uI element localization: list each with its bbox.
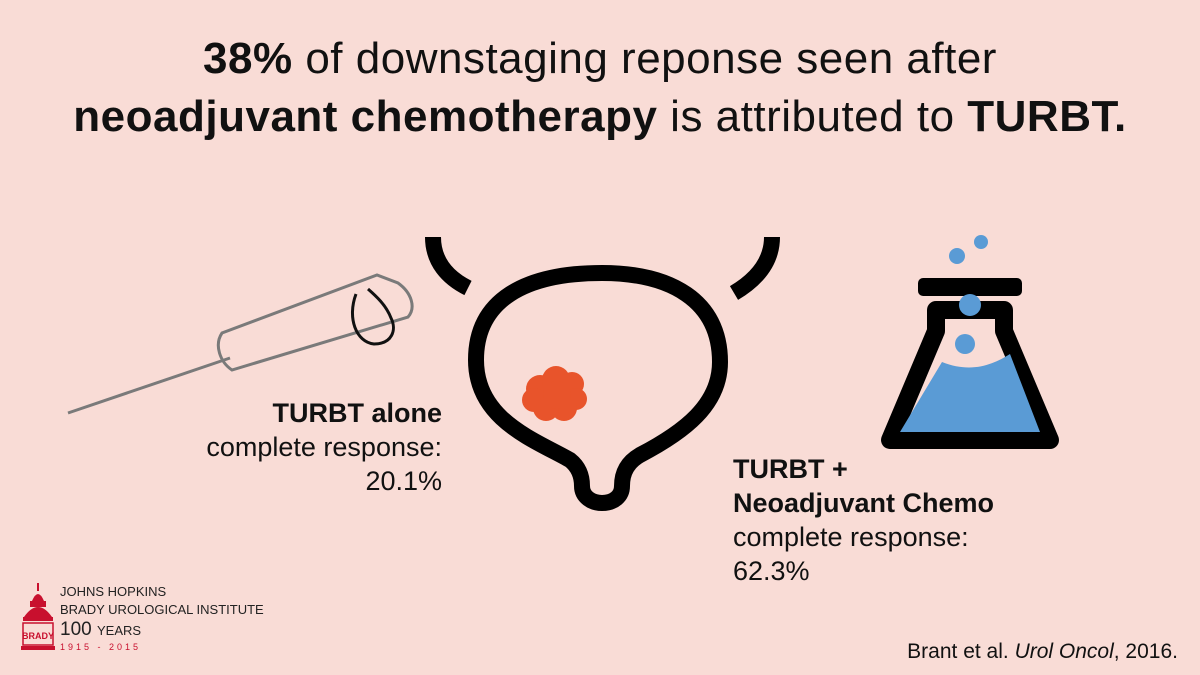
bladder-icon: [425, 236, 780, 512]
turbt-chemo-title-1: TURBT +: [733, 454, 848, 484]
citation-journal: Urol Oncol: [1014, 640, 1114, 663]
tumor-icon: [522, 366, 587, 421]
dome-emblem-icon: BRADY: [21, 583, 55, 650]
resectoscope-icon: [67, 273, 414, 415]
turbt-chemo-title-2: Neoadjuvant Chemo: [733, 488, 995, 518]
headline-line-2: neoadjuvant chemotherapy is attributed t…: [0, 88, 1200, 146]
hopkins-brady-logo: BRADY JOHNS HOPKINS BRADY UROLOGICAL INS…: [20, 583, 264, 653]
emblem-text: BRADY: [22, 631, 54, 641]
logo-years: YEARS: [96, 623, 142, 638]
headline-text-1: of downstaging reponse seen after: [292, 34, 997, 83]
logo-line-2: BRADY UROLOGICAL INSTITUTE: [60, 602, 264, 617]
logo-line-4: 1915 - 2015: [60, 642, 142, 652]
citation-authors: Brant et al.: [907, 640, 1015, 663]
headline-chemo: neoadjuvant chemotherapy: [73, 92, 658, 141]
turbt-alone-title: TURBT alone: [272, 398, 442, 428]
turbt-chemo-label: complete response:: [733, 522, 969, 552]
turbt-alone-label: complete response:: [206, 432, 442, 462]
headline-turbt: TURBT.: [967, 92, 1127, 141]
turbt-chemo-value: 62.3%: [733, 556, 810, 586]
headline-line-1: 38% of downstaging reponse seen after: [0, 30, 1200, 88]
logo-line-1: JOHNS HOPKINS: [60, 584, 167, 599]
headline-stat: 38%: [203, 34, 293, 83]
headline: 38% of downstaging reponse seen after ne…: [0, 30, 1200, 146]
headline-text-2: is attributed to: [657, 92, 968, 141]
citation: Brant et al. Urol Oncol, 2016.: [907, 640, 1178, 664]
citation-year: , 2016.: [1113, 640, 1178, 663]
turbt-chemo-caption: TURBT + Neoadjuvant Chemo complete respo…: [733, 452, 1053, 588]
turbt-alone-caption: TURBT alone complete response: 20.1%: [150, 396, 442, 498]
flask-icon: [881, 235, 1059, 449]
logo-line-3: 100 YEARS: [60, 619, 141, 641]
logo-100: 100: [60, 619, 92, 640]
turbt-alone-value: 20.1%: [365, 466, 442, 496]
